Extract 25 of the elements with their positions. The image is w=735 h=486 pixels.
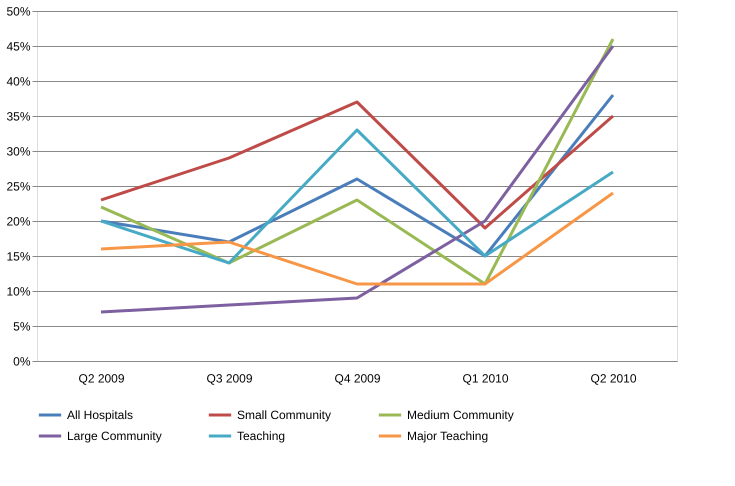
x-tick-label: Q4 2009 xyxy=(334,372,381,386)
y-tick-label: 30% xyxy=(6,144,31,158)
y-tick-label: 45% xyxy=(6,40,31,54)
legend-label: Medium Community xyxy=(407,408,514,422)
y-tick-label: 15% xyxy=(6,250,31,264)
x-tick-label: Q3 2009 xyxy=(206,372,253,386)
y-tick-label: 10% xyxy=(6,284,31,298)
y-tick-label: 20% xyxy=(6,214,31,228)
legend-label: Large Community xyxy=(67,429,162,443)
y-tick-label: 40% xyxy=(6,74,31,88)
line-series xyxy=(100,192,614,286)
y-tick-label: 50% xyxy=(6,4,31,18)
x-tick-label: Q2 2010 xyxy=(590,372,637,386)
x-tick-label: Q2 2009 xyxy=(78,372,125,386)
y-tick-label: 25% xyxy=(6,180,31,194)
x-tick-label: Q1 2010 xyxy=(462,372,509,386)
legend-label: Teaching xyxy=(237,429,286,443)
legend-label: All Hospitals xyxy=(67,408,134,422)
legend-label: Major Teaching xyxy=(407,429,488,443)
y-tick-label: 0% xyxy=(13,354,31,368)
line-series xyxy=(100,128,614,264)
y-tick-label: 35% xyxy=(6,110,31,124)
y-tick-label: 5% xyxy=(13,320,31,334)
line-series xyxy=(100,100,614,230)
legend-label: Small Community xyxy=(237,408,332,422)
